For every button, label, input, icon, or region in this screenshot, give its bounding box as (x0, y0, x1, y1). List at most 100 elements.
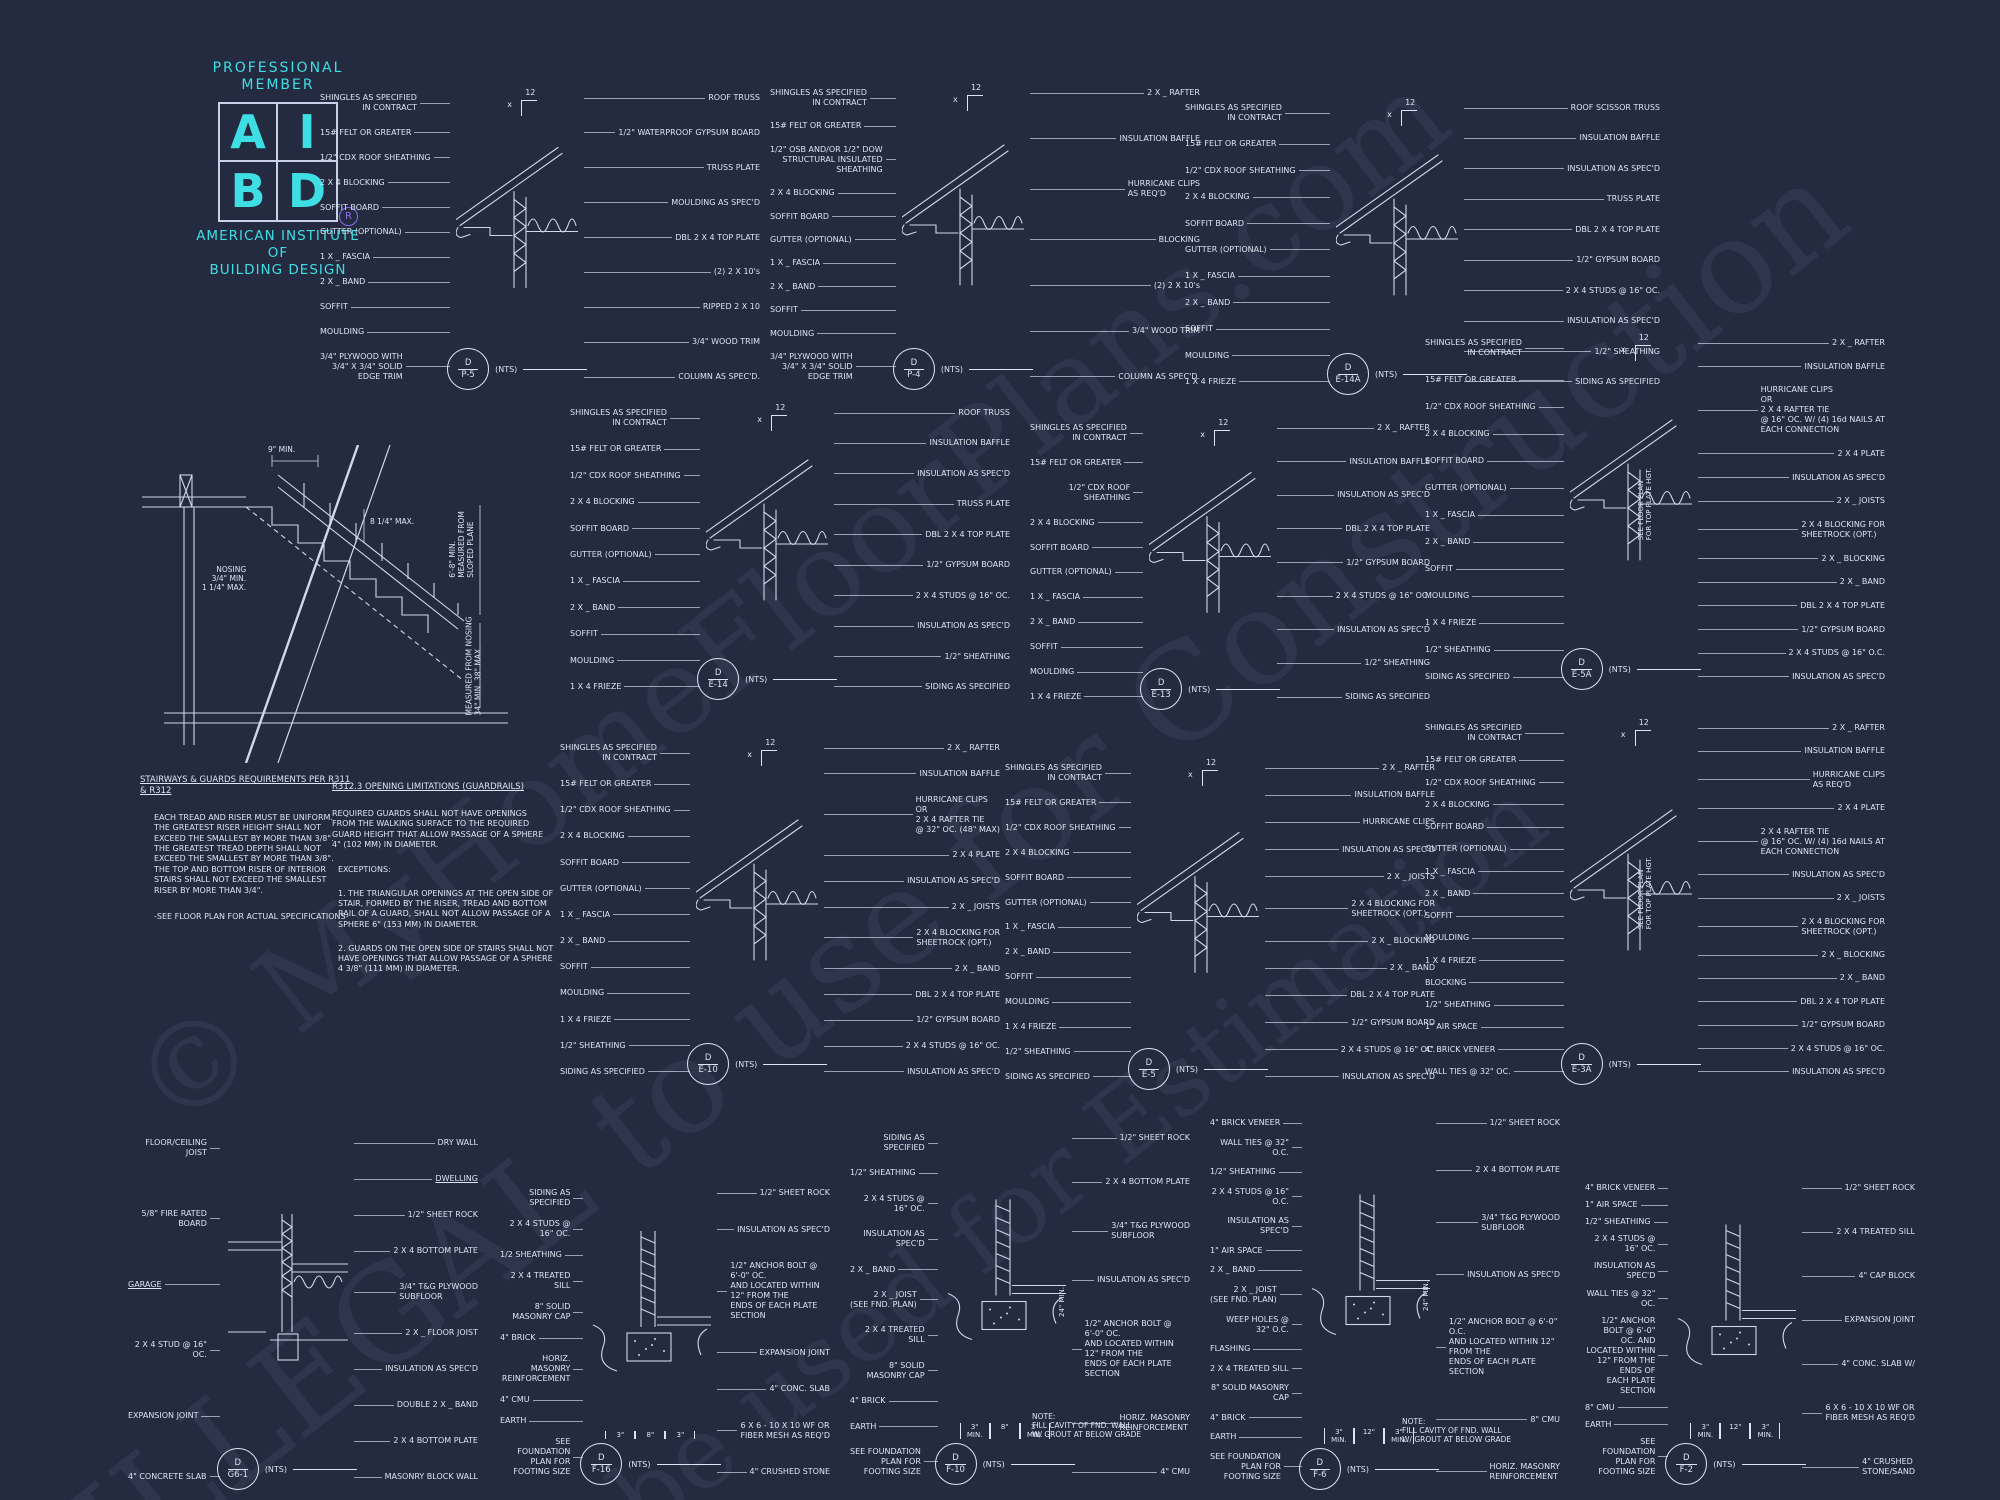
label-row: MOULDING (770, 329, 896, 339)
roof-pitch-symbol: 12 x (507, 88, 541, 117)
label-row: INSULATION AS SPEC'D (1697, 870, 1885, 880)
callout-label: 5/8" FIRE RATED BOARD (141, 1208, 207, 1228)
label-row: 2 X 4 TREATED SILL (500, 1271, 584, 1291)
label-row: 2 X _ BAND (1264, 963, 1435, 973)
leader-line (1697, 629, 1799, 631)
label-row: 1 X 4 FRIEZE (1185, 377, 1331, 387)
leader-line (800, 309, 896, 311)
leader-line (824, 1019, 914, 1021)
leader-line (584, 167, 704, 169)
callout-label: INSULATION AS SPEC'D (1337, 490, 1430, 500)
label-row: 2 X 4 PLATE (824, 850, 1000, 860)
label-row: INSULATION AS SPEC'D (1435, 1270, 1560, 1280)
label-row: 6 X 6 - 10 X 10 WF OR FIBER MESH AS REQ'… (717, 1421, 830, 1441)
label-row: 2 X _ BAND (1210, 1265, 1302, 1275)
leader-line (824, 814, 913, 816)
callout-label: 2 X 4 TREATED SILL (510, 1271, 571, 1290)
leader-line (885, 159, 896, 161)
leader-line (834, 503, 954, 505)
pitch-mark-icon (761, 750, 778, 766)
stair-headroom-note: 6'-8" MIN. MEASURED FROM SLOPED PLANE (447, 511, 475, 578)
label-row: 1 X _ FASCIA (1185, 271, 1331, 281)
callout-label: SIDING AS SPECIFIED (560, 1066, 645, 1076)
label-row: 1/2" SHEATHING (1210, 1167, 1302, 1177)
detail-bubble: D E-5A (1560, 648, 1603, 690)
callout-label: 4" CAP BLOCK (1858, 1271, 1915, 1280)
label-row: DWELLING (353, 1174, 478, 1184)
callout-label: TRUSS PLATE (956, 499, 1010, 509)
leader-line (1291, 1324, 1302, 1325)
leader-line (1053, 951, 1131, 953)
leader-line (584, 237, 673, 238)
label-row: SHINGLES AS SPECIFIED IN CONTRACT (1005, 763, 1131, 783)
label-row: 1/2" WATERPROOF GYPSUM BOARD (584, 128, 760, 138)
callout-label: SOFFIT BOARD (560, 857, 620, 867)
label-row: 1/2" CDX ROOF SHEATHING (1425, 402, 1564, 412)
detail-bubble-row: D E-10 (NTS) (687, 1043, 828, 1085)
leader-line (927, 1142, 938, 1144)
leader-line (209, 1147, 220, 1149)
leader-line (854, 239, 896, 241)
detail-E-14: SHINGLES AS SPECIFIED IN CONTRACT 15# FEL… (570, 400, 1010, 700)
callout-label: GUTTER (OPTIONAL) (1425, 483, 1507, 492)
leader-line (433, 157, 451, 159)
logo-org-line1: AMERICAN INSTITUTE (196, 228, 360, 244)
detail-labels-left: SHINGLES AS SPECIFIED IN CONTRACT 15# FEL… (560, 735, 691, 1085)
label-row: INSULATION BAFFLE (1264, 790, 1435, 800)
label-row: GUTTER (OPTIONAL) (320, 227, 451, 237)
label-row: HURRICANE CLIPS OR 2 X 4 RAFTER TIE @ 32… (824, 795, 1000, 835)
leader-line (353, 1440, 391, 1442)
detail-labels-right: 2 X _ RAFTER INSULATION BAFFLE HURRICANE C… (824, 735, 1000, 1085)
leader-line (1697, 750, 1802, 752)
label-row: GARAGE (128, 1280, 220, 1290)
label-row: 1/2" CDX ROOF SHEATHING (1185, 166, 1331, 176)
label-row: 2 X 4 BLOCKING (1425, 429, 1564, 439)
foundation-section-sketch (947, 1199, 1066, 1341)
leader-line (1697, 581, 1837, 583)
callout-label: DBL 2 X 4 TOP PLATE (675, 232, 760, 242)
callout-label: 2 X 4 TREATED SILL (1836, 1227, 1915, 1236)
callout-label: EXPANSION JOINT (128, 1411, 199, 1421)
leader-line (717, 1352, 757, 1353)
detail-letter: D (1337, 363, 1359, 375)
leader-line (919, 1299, 938, 1301)
label-row: SOFFIT BOARD (1425, 822, 1564, 832)
leader-line (1538, 782, 1564, 784)
label-row: MOULDING AS SPEC'D (584, 198, 760, 208)
footing-dimension: 3" (665, 1431, 696, 1439)
label-row: 2 X 4 PLATE (1697, 449, 1885, 459)
callout-label: 8" CMU (1585, 1402, 1615, 1412)
leader-line (1524, 732, 1564, 734)
leader-line (824, 1071, 905, 1073)
label-row: 1" AIR SPACE (1585, 1200, 1669, 1210)
leader-line (1455, 915, 1564, 917)
footing-dimension: 8" (989, 1423, 1020, 1439)
callout-label: WALL TIES @ 32" O.C. (1220, 1137, 1289, 1157)
detail-scale-label: (NTS) (940, 364, 964, 374)
leader-line (353, 1291, 397, 1293)
callout-label: 15# FELT OR GREATER (1030, 457, 1122, 467)
leader-line (1435, 1122, 1487, 1124)
leader-line (1697, 652, 1786, 654)
callout-label: MOULDING (570, 655, 615, 665)
label-row: 2 X 4 BLOCKING (1030, 518, 1144, 528)
leader-line (1264, 767, 1380, 769)
roof-pitch-symbol: 12 x (1387, 98, 1421, 127)
detail-scale-label: (NTS) (1188, 684, 1211, 694)
label-row: 1/2" GYPSUM BOARD (1264, 1018, 1435, 1028)
callout-label: DBL 2 X 4 TOP PLATE (915, 989, 1000, 999)
leader-line (1697, 477, 1790, 479)
leader-line (1519, 759, 1564, 761)
footing-dimensions: 3" 8" 3" (605, 1431, 696, 1439)
detail-bubble-row: D F-16 (NTS) (580, 1443, 721, 1485)
detail-bubble: D E-3A (1560, 1043, 1603, 1085)
callout-label: 15# FELT OR GREATER (1005, 797, 1097, 807)
label-row: 4" CONCRETE SLAB (128, 1472, 220, 1482)
leader-line (717, 1430, 738, 1431)
callout-label: 1/2" CDX ROOF SHEATHING (1068, 482, 1131, 502)
callout-label: SEE FOUNDATION PLAN FOR FOOTING SIZE (850, 1446, 921, 1476)
detail-id: E-5 (1141, 1070, 1156, 1080)
leader-line (717, 1229, 735, 1230)
leader-line (573, 1228, 584, 1230)
callout-label: 2 X _ BAND (1389, 963, 1435, 973)
